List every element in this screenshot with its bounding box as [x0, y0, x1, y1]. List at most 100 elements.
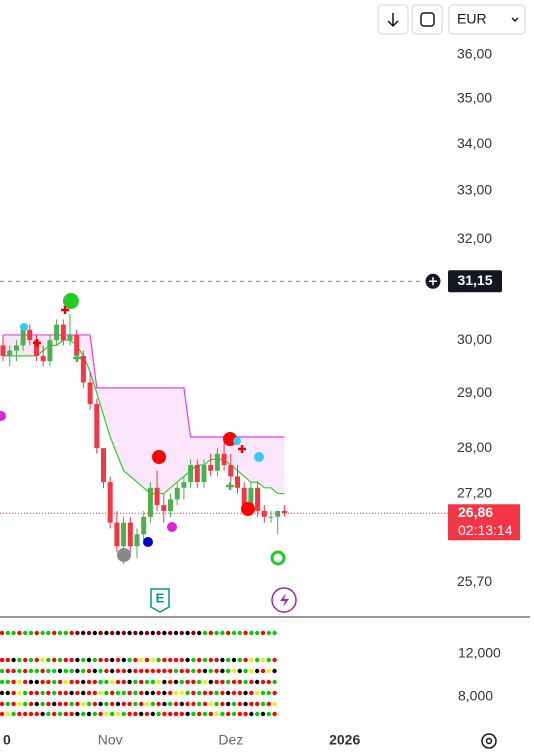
indicator-dot	[231, 679, 237, 685]
candle-body	[87, 382, 93, 405]
earnings-icon[interactable]	[150, 588, 170, 613]
indicator-dot	[220, 711, 225, 717]
indicator-dot	[139, 701, 144, 707]
candle-body	[13, 345, 19, 351]
x-tick-label: Dez	[218, 732, 243, 748]
indicator-dot	[0, 711, 5, 717]
indicator-dot	[23, 668, 28, 674]
indicator-dot	[11, 679, 16, 685]
indicator-dot	[185, 668, 190, 674]
indicator-dot	[115, 701, 121, 707]
candle-body	[127, 522, 133, 547]
signal-dot	[117, 548, 131, 562]
indicator-dot	[197, 690, 202, 696]
indicator-dot	[214, 668, 219, 674]
indicator-dot	[173, 701, 179, 707]
signal-dot	[0, 411, 6, 421]
indicator-dot	[75, 630, 80, 636]
indicator-dot	[133, 679, 138, 685]
indicator-dot	[208, 668, 213, 674]
indicator-dot	[110, 701, 115, 707]
candle-body	[268, 516, 274, 518]
indicator-dot	[226, 657, 231, 663]
indicator-dot	[231, 701, 237, 707]
indicator-dot	[208, 679, 213, 685]
indicator-dot	[208, 657, 213, 663]
indicator-dot	[11, 711, 16, 717]
indicator-dot	[150, 701, 155, 707]
indicator-dot	[110, 690, 115, 696]
candle-body	[261, 510, 267, 517]
indicator-dot	[115, 679, 121, 685]
indicator-dot	[46, 630, 51, 636]
indicator-dot	[249, 630, 254, 636]
indicator-dot	[104, 690, 109, 696]
candle-body	[107, 482, 113, 523]
indicator-dot	[0, 668, 5, 674]
indicator-dot	[220, 679, 225, 685]
candle-body	[194, 465, 200, 483]
indicator-dot	[92, 711, 98, 717]
indicator-dot	[162, 701, 167, 707]
indicator-dot	[231, 690, 237, 696]
indicator-dot	[191, 679, 196, 685]
currency-dropdown[interactable]	[448, 4, 526, 35]
indicator-dot	[249, 679, 254, 685]
indicator-dot	[28, 690, 34, 696]
indicator-dot	[260, 668, 266, 674]
signal-cross	[33, 339, 41, 347]
indicator-dot	[63, 657, 68, 663]
indicator-dot	[86, 668, 92, 674]
indicator-dot	[52, 711, 57, 717]
indicator-dot	[220, 657, 225, 663]
countdown-label: 02:13:14	[458, 522, 513, 538]
indicator-dot	[127, 690, 132, 696]
indicator-dot	[23, 701, 28, 707]
indicator-dot	[40, 701, 45, 707]
indicator-dot	[156, 701, 161, 707]
indicator-dot	[202, 701, 208, 707]
signal-dot	[20, 323, 28, 331]
indicator-dot	[214, 657, 219, 663]
indicator-dot	[249, 690, 254, 696]
indicator-dot	[52, 657, 57, 663]
indicator-dot	[173, 679, 179, 685]
indicator-dot	[121, 679, 127, 685]
indicator-dot	[272, 657, 277, 663]
y-tick-label: 30,00	[457, 331, 492, 347]
indicator-dot	[197, 668, 202, 674]
indicator-dot	[168, 711, 173, 717]
indicator-dot	[28, 711, 34, 717]
volume-tick-label: 8,000	[458, 688, 493, 704]
indicator-dot	[144, 690, 150, 696]
indicator-dot	[139, 679, 144, 685]
indicator-dot	[197, 701, 202, 707]
indicator-dot	[63, 668, 68, 674]
indicator-dot	[57, 711, 63, 717]
indicator-dot	[237, 630, 242, 636]
signal-cross	[238, 445, 246, 453]
indicator-dot	[17, 657, 22, 663]
reset-button[interactable]	[411, 4, 443, 35]
candle-body	[188, 465, 194, 483]
crosshair-label-bg	[448, 270, 502, 293]
candle-body	[154, 487, 160, 506]
candle-body	[114, 522, 120, 547]
indicator-dot	[133, 657, 138, 663]
reset-icon	[420, 12, 435, 27]
indicator-dot	[144, 679, 150, 685]
indicator-dot	[133, 630, 138, 636]
indicator-dot	[197, 679, 202, 685]
settings-icon[interactable]	[481, 733, 497, 749]
indicator-dot	[202, 679, 208, 685]
indicator-dot	[156, 668, 161, 674]
indicator-dot	[208, 701, 213, 707]
indicator-dot	[243, 630, 248, 636]
indicator-dot	[69, 668, 74, 674]
indicator-dot	[34, 711, 39, 717]
y-tick-label: 27,20	[457, 484, 492, 500]
indicator-dot	[98, 657, 103, 663]
indicator-dot	[40, 668, 45, 674]
indicator-dot	[266, 679, 271, 685]
